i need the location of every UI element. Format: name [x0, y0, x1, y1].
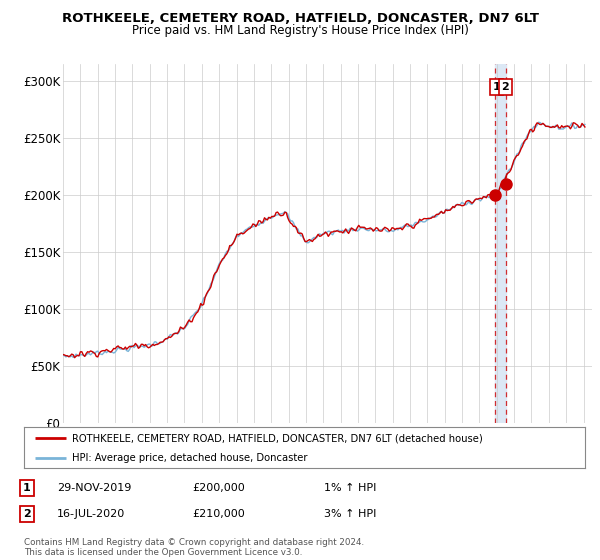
- Text: Contains HM Land Registry data © Crown copyright and database right 2024.
This d: Contains HM Land Registry data © Crown c…: [24, 538, 364, 557]
- Text: 1% ↑ HPI: 1% ↑ HPI: [324, 483, 376, 493]
- Text: HPI: Average price, detached house, Doncaster: HPI: Average price, detached house, Donc…: [71, 452, 307, 463]
- Text: £200,000: £200,000: [192, 483, 245, 493]
- Text: ROTHKEELE, CEMETERY ROAD, HATFIELD, DONCASTER, DN7 6LT: ROTHKEELE, CEMETERY ROAD, HATFIELD, DONC…: [62, 12, 539, 25]
- Text: ROTHKEELE, CEMETERY ROAD, HATFIELD, DONCASTER, DN7 6LT (detached house): ROTHKEELE, CEMETERY ROAD, HATFIELD, DONC…: [71, 433, 482, 443]
- Text: 1: 1: [23, 483, 31, 493]
- Text: 2: 2: [502, 82, 509, 92]
- Text: 16-JUL-2020: 16-JUL-2020: [57, 509, 125, 519]
- Text: 3% ↑ HPI: 3% ↑ HPI: [324, 509, 376, 519]
- Text: Price paid vs. HM Land Registry's House Price Index (HPI): Price paid vs. HM Land Registry's House …: [131, 24, 469, 36]
- Bar: [496, 64, 506, 423]
- Text: 2: 2: [23, 509, 31, 519]
- Text: 29-NOV-2019: 29-NOV-2019: [57, 483, 131, 493]
- Text: 1: 1: [493, 82, 500, 92]
- Text: £210,000: £210,000: [192, 509, 245, 519]
